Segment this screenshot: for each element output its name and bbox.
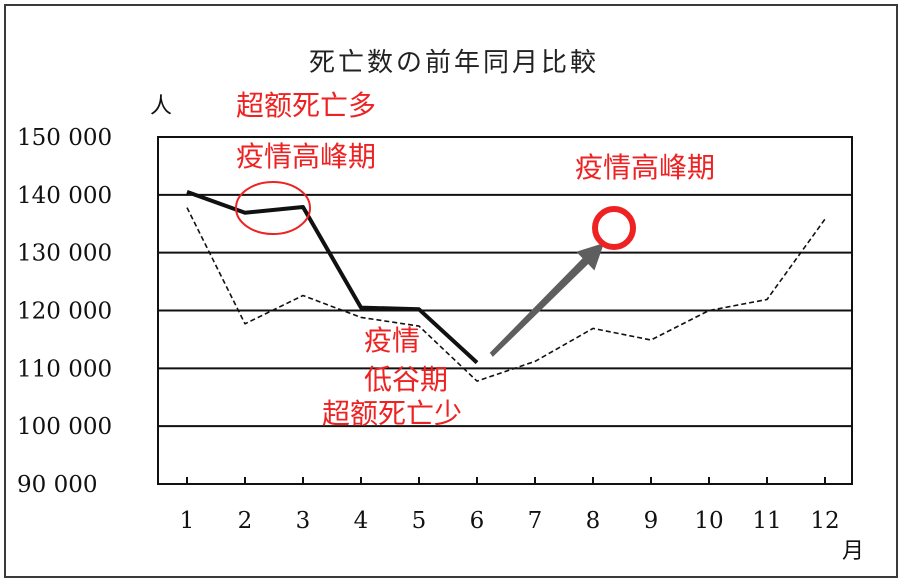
- x-tick-label: 4: [354, 508, 369, 534]
- series-line-solid: [186, 190, 479, 365]
- y-tick-label: 100 000: [17, 414, 112, 440]
- x-tick-label: 2: [238, 508, 253, 534]
- chart-title: 死亡数の前年同月比較: [308, 48, 599, 78]
- highlight-ellipse: [235, 181, 311, 235]
- x-tick-label: 7: [528, 508, 543, 534]
- peak-marker-circle: [592, 206, 636, 250]
- x-tick-label: 1: [180, 508, 195, 534]
- annotation-text: 低谷期: [364, 363, 448, 396]
- trend-arrow: [489, 243, 604, 357]
- y-tick-label: 150 000: [17, 125, 112, 151]
- y-tick-label: 130 000: [17, 241, 112, 267]
- annotation-text: 疫情: [364, 324, 420, 357]
- chart-frame: [4, 4, 898, 578]
- x-tick-label: 8: [586, 508, 601, 534]
- annotation-text: 超额死亡少: [322, 397, 462, 430]
- x-axis-unit: 月: [842, 539, 864, 564]
- x-tick-label: 9: [644, 508, 659, 534]
- y-tick-label: 90 000: [17, 472, 97, 498]
- series-line-dashed: [186, 207, 826, 382]
- x-tick-label: 10: [694, 508, 723, 534]
- y-tick-label: 140 000: [17, 183, 112, 209]
- y-axis-unit: 人: [150, 94, 172, 119]
- y-tick-label: 120 000: [17, 299, 112, 325]
- x-tick-label: 6: [470, 508, 485, 534]
- x-tick-label: 3: [296, 508, 311, 534]
- annotation-text: 疫情高峰期: [575, 151, 715, 184]
- x-tick-label: 11: [752, 508, 781, 534]
- x-tick-label: 5: [412, 508, 427, 534]
- annotation-text: 超额死亡多: [236, 89, 376, 122]
- y-tick-label: 110 000: [17, 356, 112, 382]
- annotation-text: 疫情高峰期: [236, 140, 376, 173]
- x-tick-label: 12: [810, 508, 839, 534]
